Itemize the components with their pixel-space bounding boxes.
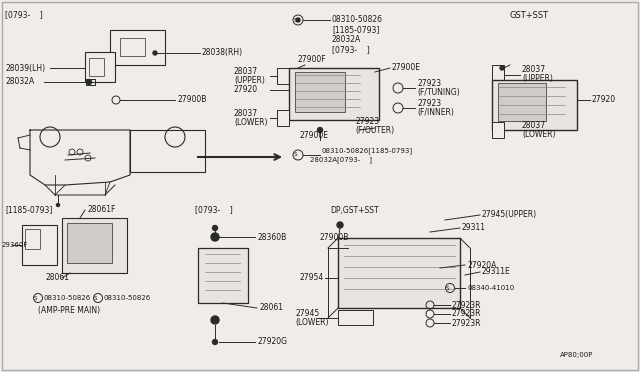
Bar [67,223,112,263]
Bar [120,38,145,56]
Bar [492,122,504,138]
Bar [62,218,127,273]
Text: 27920G: 27920G [257,337,287,346]
Circle shape [296,18,300,22]
Text: 28061: 28061 [259,304,283,312]
Circle shape [211,233,219,241]
Text: S: S [93,295,97,301]
Text: 28038(RH): 28038(RH) [202,48,243,58]
Text: (F/TUNING): (F/TUNING) [417,87,460,96]
Text: (LOWER): (LOWER) [522,129,556,138]
Text: 27923R: 27923R [452,318,481,327]
Text: S: S [293,153,297,157]
Text: 27920A: 27920A [467,260,497,269]
Text: 08310-50826: 08310-50826 [104,295,151,301]
Text: (UPPER): (UPPER) [234,76,265,84]
Text: 27900E: 27900E [300,131,329,140]
Text: 27900E: 27900E [392,64,421,73]
Text: 28061: 28061 [45,273,69,282]
Text: [0793-    ]: [0793- ] [5,10,43,19]
Text: 27900F: 27900F [298,55,326,64]
Text: 28037: 28037 [234,67,258,77]
Circle shape [86,80,92,84]
Bar [498,83,546,121]
Text: 27923: 27923 [355,118,379,126]
Text: 29360F: 29360F [2,242,28,248]
Text: 27945: 27945 [295,310,319,318]
Text: (F/OUTER): (F/OUTER) [355,125,394,135]
Circle shape [212,340,218,344]
Text: 28061F: 28061F [87,205,115,215]
Text: S: S [445,285,449,291]
Text: AP80;00P: AP80;00P [560,352,593,358]
Bar [492,65,504,81]
Text: 28360B: 28360B [257,232,286,241]
Circle shape [212,225,218,231]
Text: 29311E: 29311E [482,267,511,276]
Circle shape [56,203,60,206]
Text: DP,GST+SST: DP,GST+SST [330,205,379,215]
Text: 08310-50826[1185-0793]: 08310-50826[1185-0793] [322,148,413,154]
Circle shape [337,222,343,228]
Text: (LOWER): (LOWER) [234,118,268,126]
Circle shape [317,128,323,132]
Text: (AMP-PRE MAIN): (AMP-PRE MAIN) [38,305,100,314]
Text: 08310-50826: 08310-50826 [332,16,383,25]
Text: 27954: 27954 [300,273,324,282]
Text: 27923R: 27923R [452,310,481,318]
Text: 27900B: 27900B [177,96,206,105]
Text: 28032A: 28032A [332,35,361,45]
Text: 27920: 27920 [592,96,616,105]
Bar [492,80,577,130]
Text: 28032A: 28032A [5,77,35,87]
Text: 08340-41010: 08340-41010 [467,285,515,291]
Bar [289,68,379,120]
Text: S: S [33,295,36,301]
Bar [85,52,115,82]
Bar [22,225,57,265]
Bar [277,68,289,84]
Text: (LOWER): (LOWER) [295,317,328,327]
Circle shape [211,316,219,324]
Circle shape [153,51,157,55]
Text: 27923: 27923 [417,99,441,109]
Text: 27900B: 27900B [320,232,349,241]
Bar [25,229,40,249]
Text: 27923R: 27923R [452,301,481,310]
Text: 27923: 27923 [417,80,441,89]
Text: 28037: 28037 [234,109,258,119]
Text: 27920: 27920 [234,86,258,94]
Text: 28037: 28037 [522,122,546,131]
Bar [89,58,104,76]
Text: 28032A[0793-    ]: 28032A[0793- ] [310,157,372,163]
Bar [338,238,460,308]
Text: (F/INNER): (F/INNER) [417,108,454,116]
Text: 29311: 29311 [462,224,486,232]
Circle shape [500,66,504,70]
Text: [0793-    ]: [0793- ] [332,45,370,55]
Text: GST+SST: GST+SST [510,10,549,19]
Bar [198,248,248,303]
Text: [0793-    ]: [0793- ] [195,205,233,215]
Bar [295,72,345,112]
Bar [110,30,165,65]
Bar [277,110,289,126]
Text: 28037: 28037 [522,65,546,74]
Text: 27945(UPPER): 27945(UPPER) [482,211,537,219]
Text: 08310-50826: 08310-50826 [44,295,92,301]
Text: S: S [293,17,297,22]
Text: [1185-0793]: [1185-0793] [332,26,380,35]
Text: [1185-0793]: [1185-0793] [5,205,52,215]
Text: 28039(LH): 28039(LH) [5,64,45,73]
Text: (UPPER): (UPPER) [522,74,553,83]
Bar [338,310,373,325]
